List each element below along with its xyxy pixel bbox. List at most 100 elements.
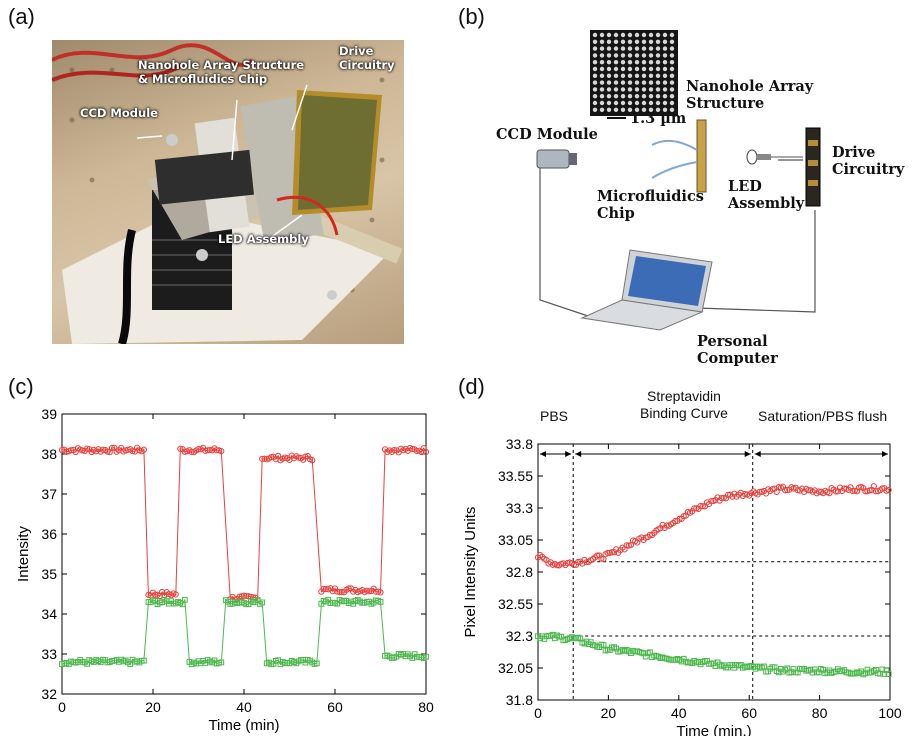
nanohole-dot [662,53,668,58]
nanohole-dot [627,73,633,79]
nanohole-dot [669,94,675,99]
data-point [756,488,763,495]
data-point [259,599,266,606]
data-point [108,444,116,451]
nanohole-dot [627,39,633,44]
nanohole-dot [627,107,633,113]
nanohole-dot [627,66,633,72]
nanohole-dot [627,32,633,38]
y-tick-label: 36 [41,526,57,542]
nanohole-dot [662,107,668,113]
table-holes [69,67,385,293]
nanohole-dot [641,94,647,99]
nanohole-dot [648,53,654,58]
nanohole-dot [620,80,626,85]
nanohole-dot [613,80,619,85]
phase-pbs-label: PBS [540,408,569,424]
nanohole-dot [669,100,675,106]
phase-arrowhead [565,451,572,457]
nanohole-dot [620,94,626,99]
data-point [313,660,320,667]
led-assembly-label: LED Assembly [728,178,805,212]
nanohole-dot [613,94,619,99]
phase-saturation-label: Saturation/PBS flush [758,408,888,424]
data-point [218,659,225,666]
nanohole-dot [620,100,626,106]
data-point [691,505,698,512]
nanohole-dot [641,53,647,58]
nanohole-dot [599,53,605,58]
nanohole-dot [592,53,598,58]
x-tick-label: 80 [418,699,434,715]
drive-circuitry-label-b: Drive Circuitry [832,144,905,178]
nanohole-dot [648,73,654,79]
nanohole-dot [599,73,605,79]
nanohole-dot [606,39,612,44]
nanohole-dot [648,94,654,99]
nanohole-dot [613,107,619,113]
nanohole-dot [641,73,647,79]
data-point [377,589,384,596]
nanohole-dot [592,100,598,106]
nanohole-dot [662,100,668,106]
scale-bar-label: 1.3 µm [630,110,687,127]
data-point [784,486,791,494]
phase-arrowhead [540,451,546,457]
nanohole-dot [669,73,675,79]
y-axis-label: Pixel Intensity Units [462,507,479,638]
nanohole-dot [662,32,668,38]
nanohole-dot [599,46,605,51]
data-point [623,542,630,549]
personal-computer-label: Personal Computer [697,333,778,367]
nanohole-dot [648,39,654,44]
data-point [718,494,725,502]
data-point [140,446,147,453]
nanohole-dot [648,100,654,106]
x-tick-label: 40 [236,699,252,715]
nanohole-dot [627,100,633,106]
nanohole-dot [669,60,675,65]
nanohole-dot [669,53,675,58]
nanohole-dot [641,100,647,106]
data-point [600,642,607,648]
data-point [345,585,352,592]
data-point [309,457,316,464]
setup-photo-drawing [52,43,403,344]
y-tick-label: 37 [41,486,57,502]
nanohole-dot [641,66,647,72]
nanohole-dot [620,87,626,92]
nanohole-dot [641,32,647,38]
nanohole-dot [627,87,633,92]
nanohole-dot [599,100,605,106]
setup-photo: Drive Circuitry Nanohole Array Structure… [52,40,404,344]
nanohole-dot [634,60,640,65]
nanohole-dot [606,46,612,51]
nanohole-dot [613,32,619,38]
phase-arrowhead [575,451,582,457]
x-tick-label: 100 [878,705,902,721]
y-tick-label: 39 [41,406,57,422]
nanohole-dot [606,94,612,99]
nanohole-dot [613,66,619,72]
phase-arrowhead [882,451,888,457]
nanohole-dot [599,94,605,99]
nanohole-dot [606,107,612,113]
chart-d-axes: 0 20 40 60 80 100 31.8 32.05 32.3 32.55 32.8 33.05 3… [462,436,902,736]
y-tick-label: 33 [41,646,57,662]
nanohole-dot [634,107,640,113]
nanohole-dot [634,32,640,38]
nanohole-dot [634,46,640,51]
nanohole-dot [648,60,654,65]
nanohole-dot [606,60,612,65]
data-point [377,598,384,605]
nanohole-dot [655,66,661,72]
phase-arrowhead [754,451,761,457]
x-tick-label: 20 [601,705,617,721]
data-point [218,448,225,455]
nanohole-dot [613,100,619,106]
nanohole-dot [669,39,675,44]
nanohole-dot [592,39,598,44]
nanohole-dot [648,46,654,51]
nanohole-dot [669,80,675,85]
